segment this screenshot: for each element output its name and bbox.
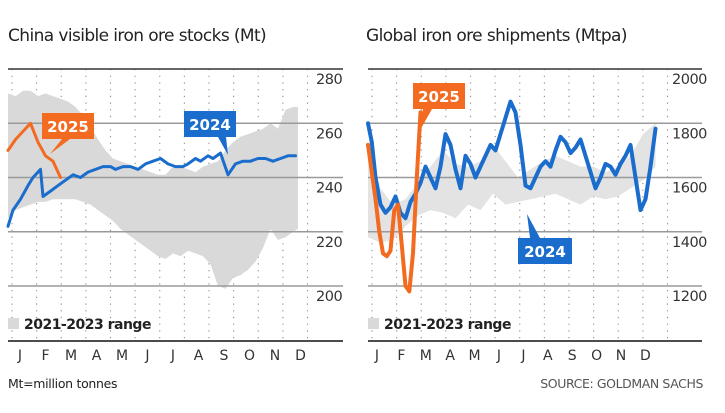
callout-box [413,83,465,109]
series-line-2025 [6,121,62,179]
x-tick-label: A [543,348,553,364]
callout-label: 2025 [47,118,89,136]
callout-label: 2024 [524,243,566,261]
callout-box [518,238,572,264]
callout-2024: 2024 [184,111,236,155]
callout-2025: 2025 [42,113,94,154]
y-tick-label: 280 [316,72,342,88]
chart-global-shipments: 1200 1400 1600 1800 2000 2025 2024 2021-2023 ra… [366,68,708,364]
series-line-2024 [6,151,297,228]
x-tick-label: D [295,348,306,364]
x-tick-label: A [92,348,102,364]
range-band-2021-2023 [368,123,656,243]
callout-box [184,111,236,137]
x-tick-label: O [591,348,602,364]
footnote-units: Mt=million tonnes [8,376,118,391]
x-tick-label: A [194,348,204,364]
x-tick-label: J [17,348,22,364]
x-tick-label: N [270,348,280,364]
callout-pointer [527,214,540,238]
x-tick-label: N [616,348,626,364]
x-tick-label: F [41,348,49,364]
y-tick-label: 1800 [672,126,707,142]
chart-title-global-shipments: Global iron ore shipments (Mtpa) [366,26,628,46]
x-tick-label: F [397,348,405,364]
source-credit: SOURCE: GOLDMAN SACHS [540,376,703,391]
callout-2025: 2025 [413,83,465,132]
legend-swatch [8,318,19,329]
x-tick-label: M [469,348,481,364]
x-tick-label: J [496,348,501,364]
x-tick-label: M [420,348,432,364]
chart-title-china-stocks: China visible iron ore stocks (Mt) [8,26,267,46]
y-tick-label: 1600 [672,181,707,197]
callout-label: 2024 [189,116,231,134]
x-tick-label: D [640,348,651,364]
legend-label: 2021-2023 range [24,317,151,333]
callout-box [42,113,94,139]
legend-swatch [368,318,379,329]
callout-pointer [218,137,228,155]
legend: 2021-2023 range [368,317,511,333]
x-tick-label: A [445,348,455,364]
x-tick-label: M [116,348,128,364]
range-band-2021-2023 [8,90,298,289]
x-tick-label: O [244,348,255,364]
x-tick-label: J [520,348,525,364]
legend-label: 2021-2023 range [384,317,511,333]
y-tick-label: 1400 [672,235,707,251]
y-tick-label: 240 [316,181,342,197]
x-tick-label: J [170,348,175,364]
x-tick-label: J [144,348,149,364]
callout-pointer [50,139,70,154]
y-tick-label: 200 [316,289,342,305]
x-tick-label: S [568,348,577,364]
callout-2024: 2024 [518,214,572,264]
x-tick-label: S [220,348,229,364]
y-tick-label: 2000 [672,72,707,88]
x-tick-label: M [65,348,77,364]
callout-pointer [419,109,432,132]
x-tick-label: J [374,348,379,364]
y-tick-label: 260 [316,126,342,142]
y-tick-label: 1200 [672,289,707,305]
callout-label: 2025 [418,88,460,106]
legend: 2021-2023 range [8,317,151,333]
y-tick-label: 220 [316,235,342,251]
